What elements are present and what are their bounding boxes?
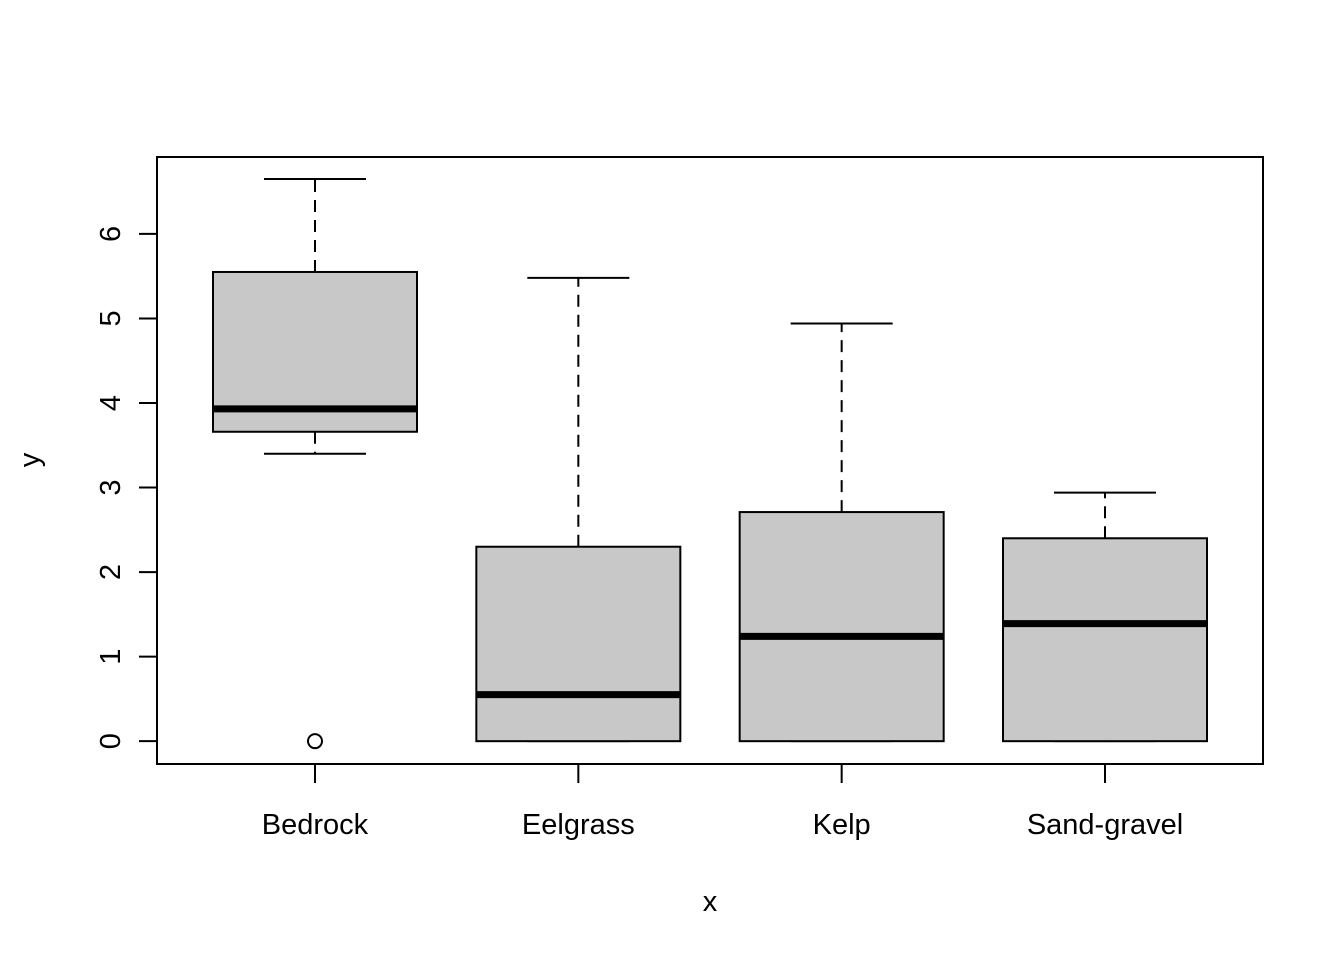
y-tick-label: 6	[95, 226, 127, 242]
x-axis: Bedrock Eelgrass Kelp Sand-gravel	[262, 764, 1183, 841]
box-eelgrass	[475, 276, 682, 743]
box-kelp	[738, 322, 945, 743]
y-axis-title: y	[14, 452, 46, 467]
y-tick-label: 0	[95, 733, 127, 749]
box-sand-gravel	[1002, 491, 1208, 743]
y-tick-label: 2	[95, 564, 127, 580]
y-tick-label: 1	[95, 649, 127, 665]
y-tick-label: 5	[95, 310, 127, 326]
x-tick-label-eelgrass: Eelgrass	[522, 809, 635, 841]
iqr-box	[738, 511, 945, 743]
x-tick-label-kelp: Kelp	[813, 809, 871, 841]
y-axis: 0 1 2 3 4 5 6	[95, 226, 158, 749]
iqr-box	[1002, 537, 1208, 743]
boxes-group	[212, 177, 1208, 750]
outlier-point	[307, 733, 323, 750]
box-bedrock	[212, 177, 418, 750]
iqr-box	[475, 545, 682, 743]
y-tick-label: 4	[95, 395, 127, 411]
x-tick-label-sand-gravel: Sand-gravel	[1027, 809, 1183, 841]
y-tick-label: 3	[95, 479, 127, 495]
x-axis-title: x	[703, 886, 718, 918]
x-tick-label-bedrock: Bedrock	[262, 809, 369, 841]
iqr-box	[212, 270, 418, 433]
